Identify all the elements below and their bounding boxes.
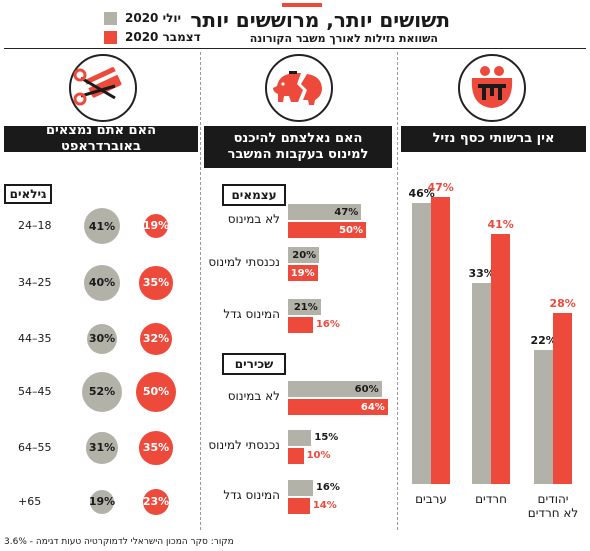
panel-title-liquidity: אין ברשותי כסף נזיל	[401, 126, 586, 152]
bar-category-label: לא במינוס	[227, 389, 280, 403]
bubble-december: 50%	[136, 372, 176, 412]
bar-category-label: המינוס גדל	[223, 307, 280, 321]
legend-label: יולי 2020	[125, 11, 182, 25]
bubble-july: 30%	[86, 323, 118, 355]
bubble-december: 35%	[139, 431, 173, 465]
bar-july	[534, 349, 553, 484]
bar-value-label: 41%	[487, 217, 514, 231]
bubble-july: 40%	[84, 265, 120, 301]
group-label-ages: גילאים	[4, 184, 52, 204]
bar-december: 50%	[288, 222, 366, 238]
legend-swatch-gray-icon	[104, 11, 117, 25]
empty-purse-icon	[458, 54, 526, 122]
panel-title-minus-text: האם נאלצתם להיכנס למינוס בעקבות המשבר	[227, 130, 369, 162]
age-label: 44–35	[18, 332, 52, 345]
source-note: מקור: סקר המכון הישראלי לדמוקרטיה טעות ד…	[4, 537, 234, 547]
page-title: תשושים יותר, מרוששים יותר	[190, 8, 450, 32]
bar-category-label: המינוס גדל	[223, 488, 280, 502]
page-subtitle: השוואת נזילות לאורך משבר הקורונה	[249, 32, 438, 45]
bubble-july: 31%	[86, 432, 118, 464]
title-accent-line	[282, 3, 322, 7]
group-label-employees: שכירים	[222, 353, 286, 375]
age-label: +65	[18, 495, 42, 508]
bar-value-label: 22%	[530, 333, 557, 347]
bubble-july: 52%	[81, 371, 123, 413]
legend-item-july: יולי 2020	[104, 11, 181, 25]
bar-value-label: 10%	[306, 450, 331, 461]
bar-december	[288, 448, 304, 464]
broken-piggy-bank-icon	[265, 54, 333, 122]
column-divider	[397, 52, 398, 530]
category-label: חרדים	[475, 492, 507, 506]
bar-category-label: נכנסתי למינוס	[208, 438, 280, 452]
bar-july: 47%	[288, 204, 362, 220]
bar-december: 64%	[288, 399, 388, 415]
bar-july	[472, 282, 491, 484]
bar-december	[491, 233, 510, 484]
column-divider	[200, 52, 201, 530]
bar-value-label: 16%	[315, 319, 340, 330]
bar-december	[553, 313, 572, 484]
age-label: 34–25	[18, 276, 52, 289]
category-label: ערבים	[415, 492, 447, 506]
age-label: 24–18	[18, 219, 52, 232]
bar-july	[288, 480, 313, 496]
category-label: יהודים לא חרדים	[527, 492, 579, 521]
bar-value-label: 15%	[314, 432, 339, 443]
bar-category-label: לא במינוס	[227, 212, 280, 226]
bar-value-label: 14%	[312, 500, 337, 511]
bar-july	[412, 203, 431, 484]
bar-july: 21%	[288, 299, 321, 315]
bar-july: 20%	[288, 247, 320, 263]
bar-value-label: 46%	[408, 187, 435, 201]
legend-item-december: דצמבר 2020	[104, 30, 201, 44]
panel-title-minus: האם נאלצתם להיכנס למינוס בעקבות המשבר	[204, 126, 392, 168]
bar-value-label: 16%	[315, 482, 340, 493]
bar-december	[288, 317, 313, 333]
bar-category-label: נכנסתי למינוס	[208, 255, 280, 269]
age-label: 64–55	[18, 441, 52, 454]
panel-title-overdraft: האם אתם נמצאים באוברדראפט	[4, 123, 198, 154]
bar-value-label: 33%	[468, 266, 495, 280]
bubble-december: 32%	[140, 323, 172, 355]
bubble-july: 19%	[89, 489, 115, 515]
legend-label: דצמבר 2020	[125, 30, 201, 44]
bubble-december: 19%	[143, 213, 169, 239]
bar-december	[431, 197, 450, 484]
group-label-self-employed: עצמאים	[222, 184, 286, 206]
bubble-december: 23%	[142, 488, 170, 516]
bar-july: 60%	[288, 381, 382, 397]
bar-value-label: 47%	[427, 181, 454, 195]
bar-december: 19%	[288, 265, 318, 281]
legend-swatch-red-icon	[104, 30, 117, 44]
header-rule	[4, 48, 586, 49]
age-label: 54–45	[18, 385, 52, 398]
bar-december	[288, 498, 310, 514]
bar-july	[288, 430, 312, 446]
scissors-credit-card-icon	[69, 54, 137, 122]
bubble-july: 41%	[84, 208, 120, 244]
bar-value-label: 28%	[549, 297, 576, 311]
bubble-december: 35%	[139, 266, 173, 300]
